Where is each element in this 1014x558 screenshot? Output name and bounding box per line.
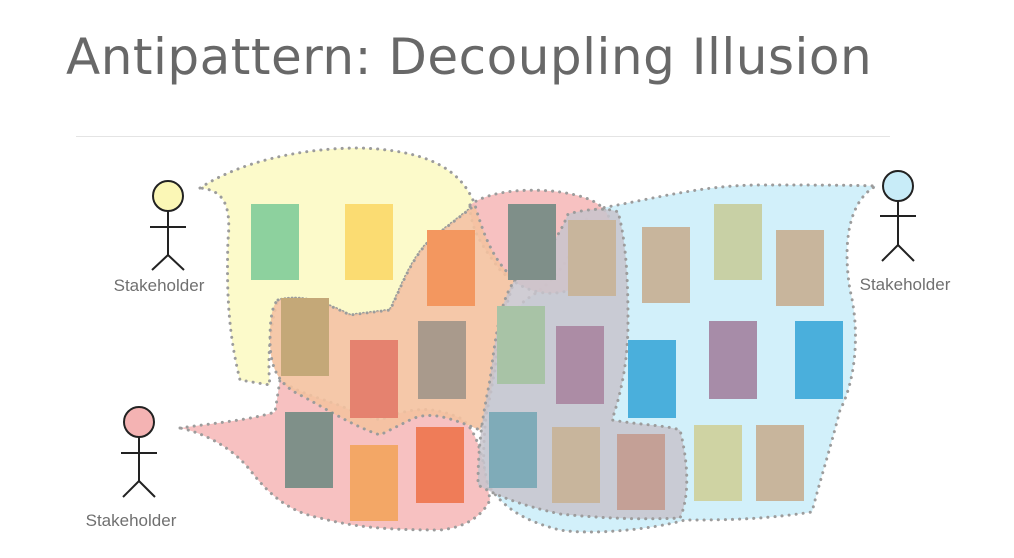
block-taupe [418,321,466,399]
stakeholder-label: Stakeholder [860,275,951,294]
block-mauve [556,326,604,404]
title-divider [76,136,890,137]
block-mauve [709,321,757,399]
block-olive [281,298,329,376]
block-tan [756,425,804,501]
block-slate-green [285,412,333,488]
block-sage-green [497,306,545,384]
stakeholder-head [123,406,155,438]
block-yellow [345,204,393,280]
stakeholder-yellow: Stakeholder [114,180,205,295]
stakeholder-head [152,180,184,212]
block-light-orange [350,445,398,521]
page-title: Antipattern: Decoupling Illusion [66,28,873,86]
block-sage [714,204,762,280]
block-sage [694,425,742,501]
stakeholder-head [882,170,914,202]
block-red-orange [416,427,464,503]
block-orange [427,230,475,306]
block-tan [776,230,824,306]
stakeholder-label: Stakeholder [86,511,177,530]
block-tan [568,220,616,296]
block-coral [350,340,398,418]
block-tan [642,227,690,303]
block-blue [795,321,843,399]
block-tan [552,427,600,503]
stakeholder-blue: Stakeholder [860,170,951,294]
block-blue [628,340,676,418]
block-green [251,204,299,280]
stakeholder-label: Stakeholder [114,276,205,295]
block-teal-grey [508,204,556,280]
block-dusty-rose [617,434,665,510]
stakeholder-red: Stakeholder [86,406,177,530]
block-steel-blue [489,412,537,488]
